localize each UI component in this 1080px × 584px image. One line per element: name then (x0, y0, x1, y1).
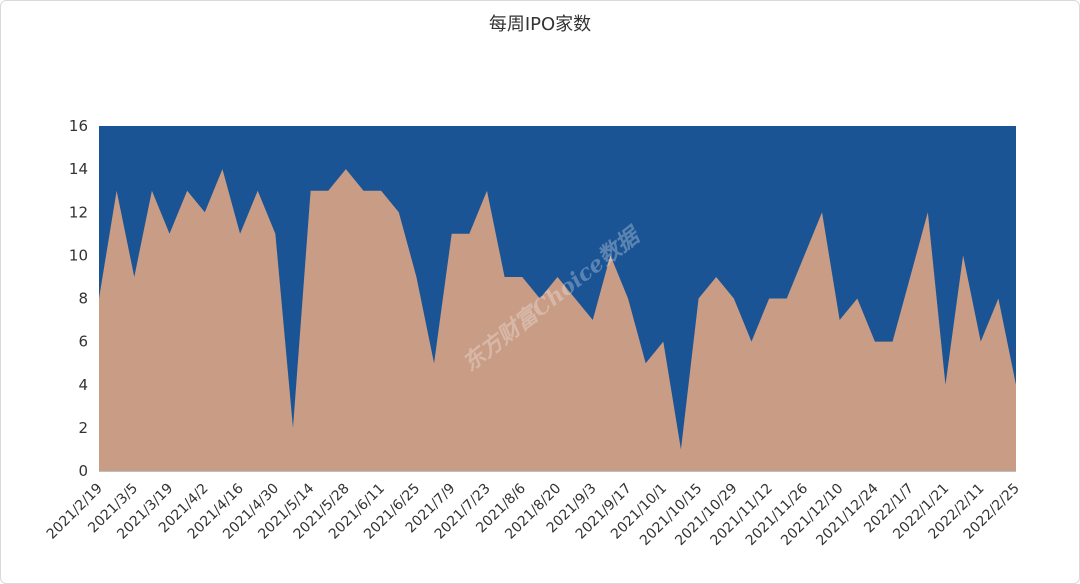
y-tick-label: 8 (78, 290, 88, 308)
y-tick-label: 16 (69, 117, 88, 135)
y-tick-label: 6 (78, 333, 88, 351)
y-tick-label: 12 (69, 203, 88, 221)
x-axis: 2021/2/192021/3/52021/3/192021/4/22021/4… (44, 471, 1023, 549)
y-tick-label: 0 (78, 462, 88, 480)
y-tick-label: 10 (69, 246, 88, 264)
plot-area (99, 126, 1016, 471)
chart-title: 每周IPO家数 (488, 14, 592, 35)
y-tick-label: 2 (78, 419, 88, 437)
y-tick-label: 14 (69, 160, 88, 178)
y-axis: 0 2 4 6 8 10 12 14 16 (69, 117, 88, 480)
series-area (99, 169, 1016, 471)
y-tick-label: 4 (78, 376, 88, 394)
